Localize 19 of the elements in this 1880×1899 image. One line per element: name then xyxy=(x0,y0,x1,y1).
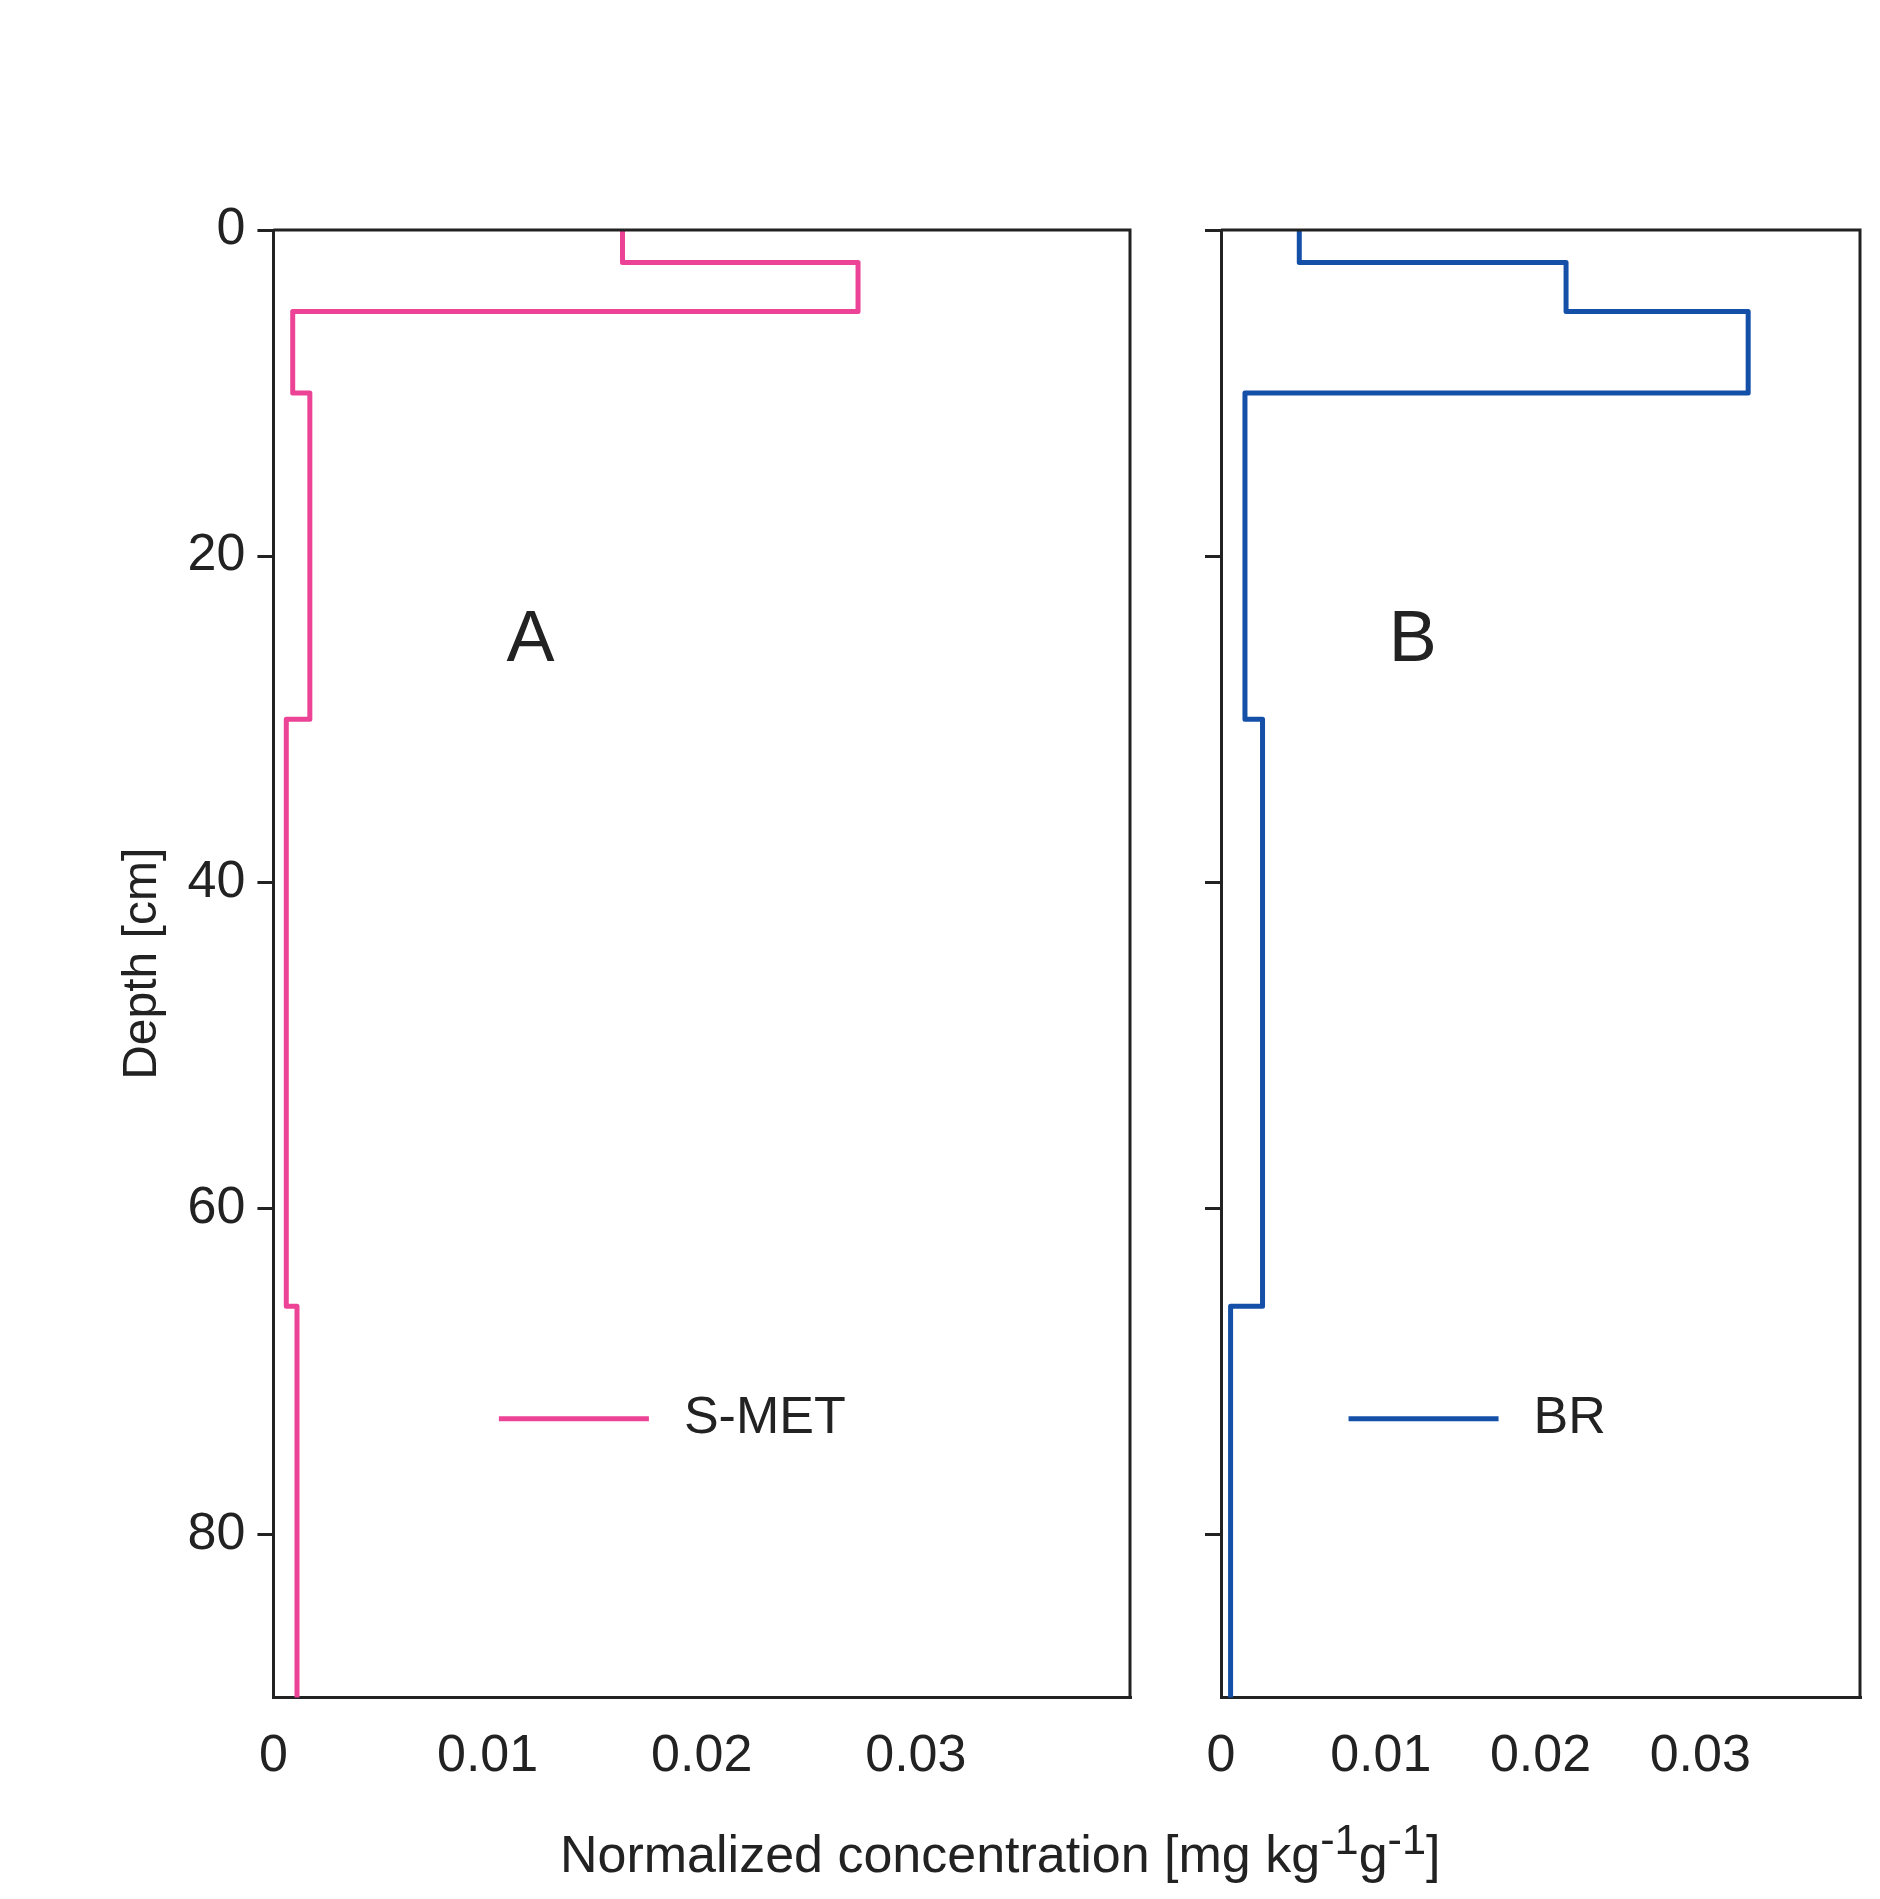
legend-label: BR xyxy=(1533,1386,1606,1445)
y-tick-label: 0 xyxy=(216,197,246,256)
y-axis-title: Depth [cm] xyxy=(113,847,167,1080)
x-tick-label: 0 xyxy=(258,1724,288,1783)
annotation: B xyxy=(1388,595,1437,676)
x-axis-title: Normalized concentration [mg kg$^{-1}$g$^{-1}$] xyxy=(559,1815,1442,1885)
x-tick-label: 0.02 xyxy=(651,1724,753,1783)
x-tick-label: 0.01 xyxy=(1330,1724,1432,1783)
x-tick-label: 0 xyxy=(1206,1724,1236,1783)
x-tick-label: 0.03 xyxy=(865,1724,967,1783)
y-tick-label: 20 xyxy=(187,523,246,582)
x-tick-label: 0.02 xyxy=(1489,1724,1592,1783)
x-tick-label: 0.03 xyxy=(1649,1724,1751,1783)
y-tick-label: 40 xyxy=(187,849,246,908)
legend-label: S-MET xyxy=(683,1386,846,1445)
annotation: A xyxy=(506,595,555,676)
y-tick-label: 80 xyxy=(187,1501,246,1560)
y-tick-label: 60 xyxy=(187,1175,246,1234)
x-tick-label: 0.01 xyxy=(436,1724,539,1783)
